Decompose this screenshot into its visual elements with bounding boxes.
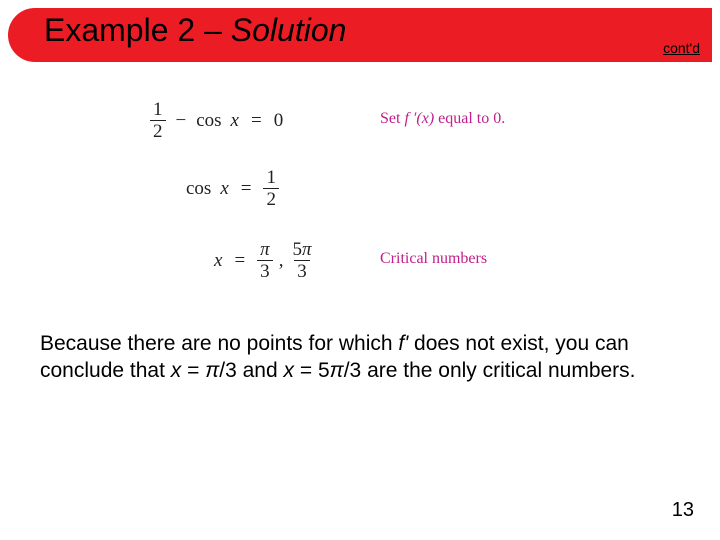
note1-fprime: f ′(x): [404, 110, 434, 127]
fraction-half: 1 2: [263, 168, 279, 209]
para-t5: = 5: [294, 359, 330, 382]
fraction-5pi-3: 5π 3: [289, 240, 314, 281]
frac-den: 2: [263, 188, 279, 209]
equals: =: [228, 250, 251, 272]
para-t1: Because there are no points for which: [40, 332, 398, 355]
para-fprime: f': [398, 332, 408, 355]
para-pi1: π: [205, 359, 219, 382]
frac-num: 1: [263, 168, 279, 188]
equation-3: x = π 3 , 5π 3: [214, 240, 314, 281]
frac-num: 5π: [289, 240, 314, 260]
var-x: x: [228, 110, 239, 132]
note1-post: equal to 0.: [434, 110, 505, 127]
var-x: x: [214, 250, 222, 272]
comma: ,: [279, 250, 284, 272]
equals: =: [235, 178, 258, 200]
frac-den: 3: [257, 260, 273, 281]
para-pi2: π: [330, 359, 344, 382]
equals: =: [245, 110, 268, 132]
fraction-half: 1 2: [150, 100, 166, 141]
para-t3: =: [181, 359, 205, 382]
title-emphasis: Solution: [231, 12, 347, 48]
cos-fn: cos: [186, 178, 211, 200]
equation-2: cos x = 1 2: [186, 168, 279, 209]
title-prefix: Example 2 –: [44, 12, 231, 48]
frac-den: 2: [150, 120, 166, 141]
annotation-critical-numbers: Critical numbers: [380, 250, 487, 268]
rhs-zero: 0: [274, 110, 284, 132]
frac-num: π: [257, 240, 273, 260]
frac-den: 3: [294, 260, 310, 281]
para-t4: /3 and: [219, 359, 283, 382]
para-x2: x: [284, 359, 295, 382]
frac-num: 1: [150, 100, 166, 120]
note1-pre: Set: [380, 110, 404, 127]
body-paragraph: Because there are no points for which f'…: [40, 330, 680, 385]
minus-sign: −: [172, 110, 191, 132]
slide-title: Example 2 – Solution: [44, 12, 346, 49]
equation-1: 1 2 − cos x = 0: [150, 100, 283, 141]
annotation-set-fprime: Set f ′(x) equal to 0.: [380, 110, 505, 128]
cos-fn: cos: [196, 110, 221, 132]
para-x1: x: [171, 359, 182, 382]
fraction-pi-3: π 3: [257, 240, 273, 281]
para-t6: /3 are the only critical numbers.: [344, 359, 636, 382]
var-x: x: [217, 178, 228, 200]
continued-label: cont'd: [663, 40, 700, 56]
page-number: 13: [672, 499, 694, 522]
